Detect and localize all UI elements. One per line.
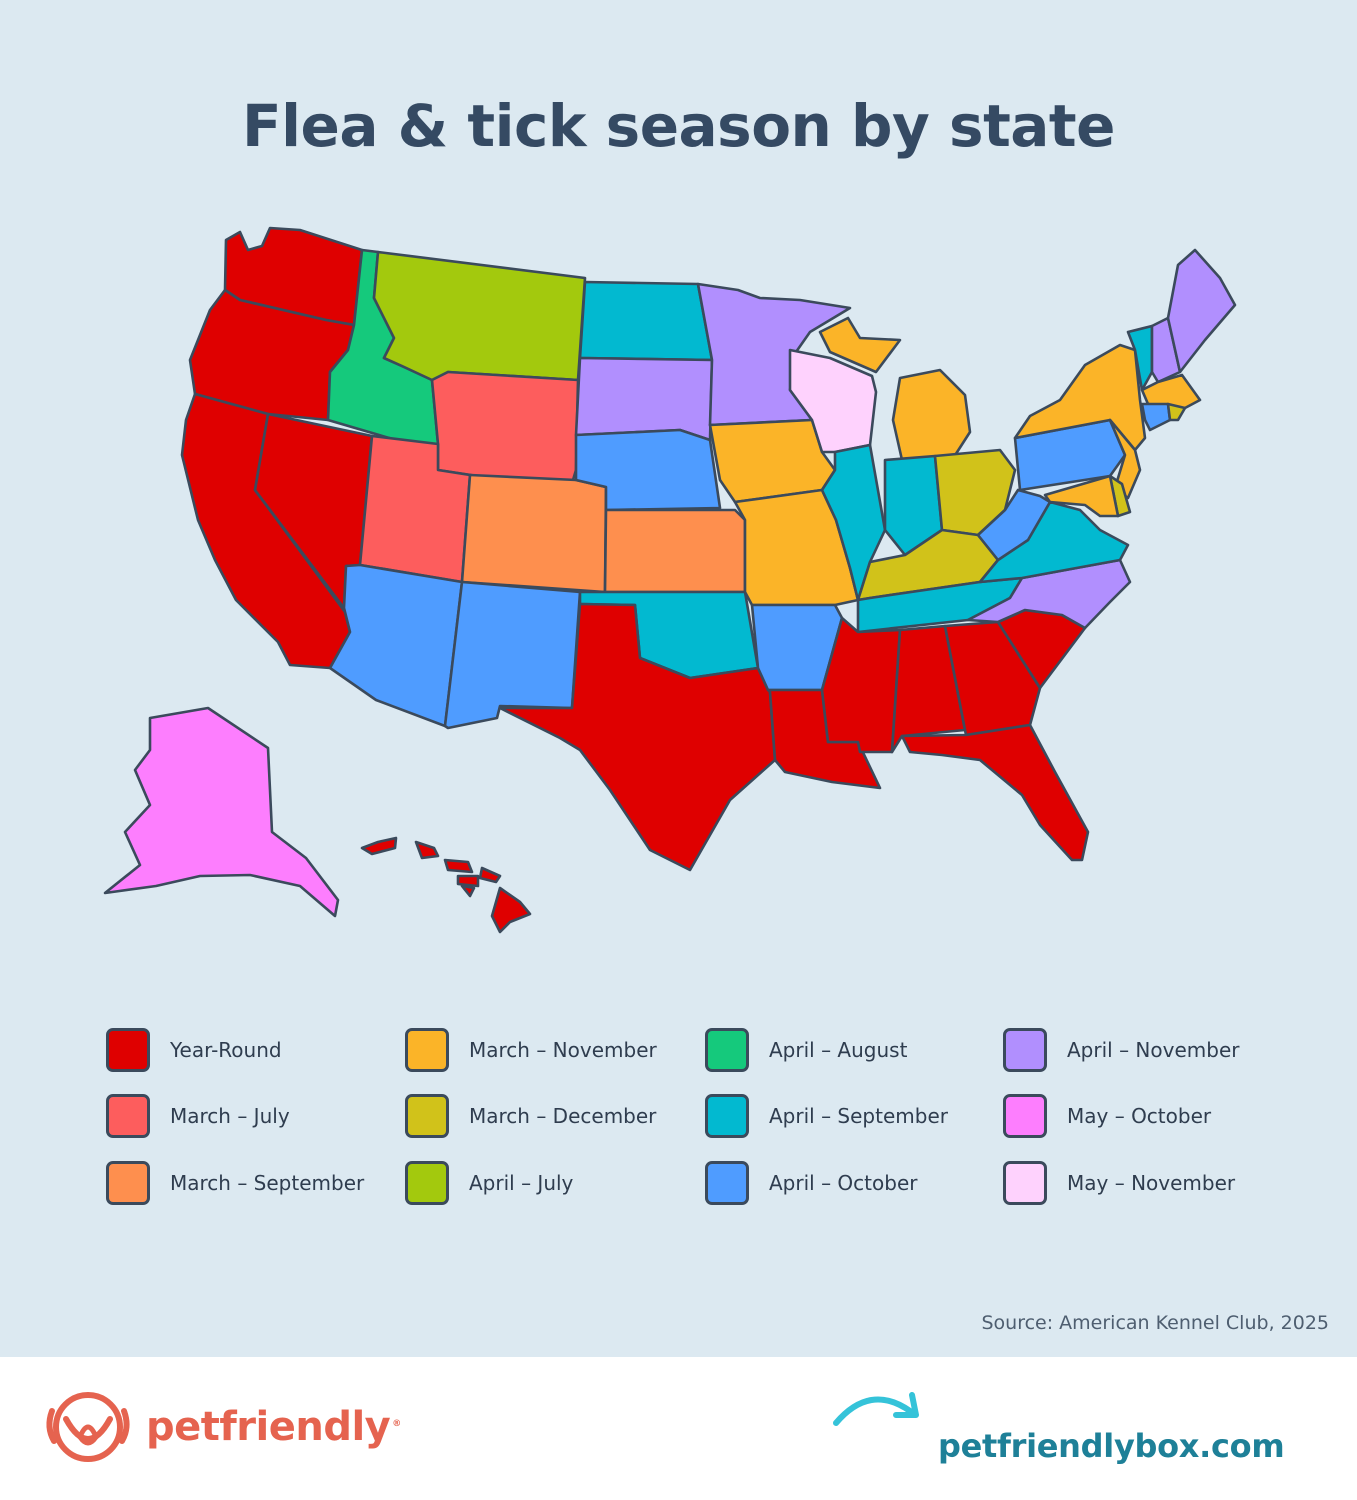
state-south-dakota bbox=[574, 356, 714, 442]
state-north-dakota bbox=[578, 280, 714, 362]
state-rhode-island bbox=[1166, 402, 1187, 422]
state-maryland bbox=[1043, 474, 1120, 518]
state-kansas bbox=[603, 508, 747, 594]
state-montana bbox=[372, 250, 587, 382]
state-vermont bbox=[1126, 324, 1154, 392]
state-new-jersey bbox=[1108, 418, 1142, 500]
us-map bbox=[103, 226, 1237, 934]
website-url: petfriendlybox.com bbox=[938, 1427, 1285, 1465]
state-alabama bbox=[890, 624, 967, 754]
state-new-york bbox=[1013, 343, 1147, 452]
curved-arrow-icon bbox=[833, 1392, 919, 1426]
state-hawaii bbox=[360, 836, 532, 934]
state-alaska bbox=[103, 706, 340, 918]
state-north-carolina bbox=[966, 558, 1132, 630]
page-title: Flea & tick season by state bbox=[241, 92, 1116, 160]
state-maine bbox=[1166, 248, 1237, 374]
state-new-mexico bbox=[443, 580, 582, 730]
state-florida bbox=[900, 723, 1090, 862]
state-texas bbox=[498, 602, 777, 872]
state-connecticut bbox=[1140, 402, 1172, 432]
petfriendly-logo-icon bbox=[46, 1392, 130, 1462]
website-link[interactable]: petfriendlybox.com bbox=[830, 1383, 1310, 1493]
brand-name: petfriendly ® bbox=[146, 1404, 401, 1450]
footer: petfriendly ® petfriendlybox.com bbox=[0, 1357, 1357, 1500]
brand-logo[interactable]: petfriendly ® bbox=[42, 1389, 401, 1465]
state-minnesota bbox=[696, 282, 852, 427]
source-note: Source: American Kennel Club, 2025 bbox=[981, 1312, 1329, 1334]
state-west-virginia bbox=[976, 488, 1052, 562]
state-colorado bbox=[460, 473, 608, 594]
state-new-hampshire bbox=[1150, 316, 1182, 384]
infographic: Flea & tick season by state Year-Round Ma… bbox=[103, 92, 1329, 1334]
state-mississippi bbox=[820, 616, 902, 754]
state-arizona bbox=[328, 563, 464, 728]
state-michigan bbox=[818, 316, 972, 462]
